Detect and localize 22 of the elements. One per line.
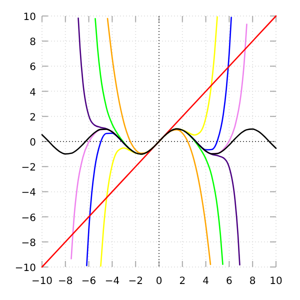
x-tick-label: 0 [156, 276, 162, 287]
y-tick-label: 0 [30, 138, 36, 148]
x-tick-label: −8 [58, 276, 73, 287]
x-tick-label: 6 [226, 276, 232, 287]
y-tick-label: 4 [30, 87, 36, 98]
y-tick-label: 10 [23, 12, 36, 23]
y-tick-label: 2 [30, 112, 36, 124]
y-tick-label: 8 [30, 37, 36, 48]
y-tick-label: −2 [21, 162, 36, 174]
y-tick-label: −4 [21, 188, 36, 199]
y-tick-label: −10 [14, 263, 36, 274]
x-tick-label: 4 [202, 276, 209, 287]
x-tick-label: −4 [104, 276, 120, 287]
x-tick-label: −6 [81, 276, 96, 287]
y-tick-label: 6 [30, 62, 36, 74]
x-tick-label: 2 [179, 276, 186, 287]
y-tick-label: −6 [21, 212, 36, 224]
x-tick-label: −2 [128, 276, 143, 287]
x-tick-label: 10 [270, 276, 282, 287]
x-tick-label: 8 [249, 276, 256, 287]
line-series [41, 128, 277, 155]
y-tick-label: −8 [21, 238, 36, 249]
